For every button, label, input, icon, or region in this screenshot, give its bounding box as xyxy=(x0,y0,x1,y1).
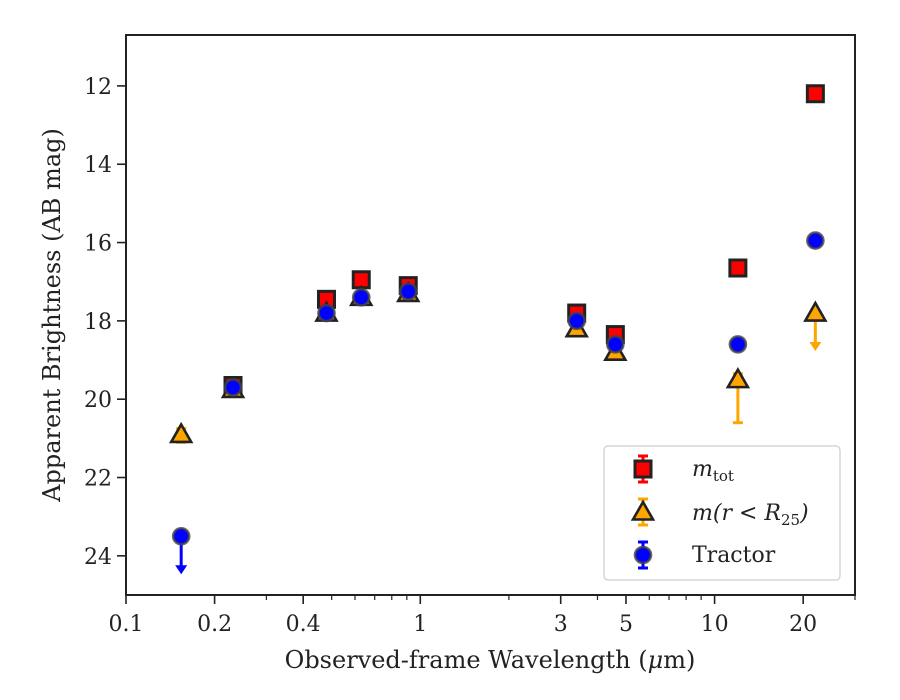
legend-entry-mr25: m(r < R25) xyxy=(692,501,809,529)
y-tick-label: 18 xyxy=(84,310,112,335)
x-axis: 0.1 0.2 0.4 1 3 5 10 20 xyxy=(109,595,856,637)
legend-box xyxy=(603,445,841,581)
x-tick-label: 1 xyxy=(413,612,427,637)
data-marks xyxy=(168,84,828,575)
series-tractor xyxy=(171,231,825,575)
legend-marker-mtot xyxy=(633,459,653,479)
x-tick-label: 0.4 xyxy=(286,612,321,637)
legend-symbol-mr25 xyxy=(630,497,656,527)
y-tick-label: 12 xyxy=(84,75,112,100)
legend-marker-mr25 xyxy=(630,499,656,521)
x-axis-label: Observed-frame Wavelength (μm) xyxy=(285,646,696,674)
y-tick-label: 24 xyxy=(84,545,112,570)
y-tick-label: 14 xyxy=(84,153,112,178)
legend-entry-mtot: mtot xyxy=(692,457,734,485)
series-mr25 xyxy=(168,280,828,444)
plot-frame xyxy=(125,34,856,596)
legend-marker-tractor xyxy=(633,545,653,565)
y-axis: 12 14 16 18 20 22 24 xyxy=(84,75,126,570)
tractor-upper-limit-arrow-head xyxy=(175,565,188,575)
y-tick-label: 20 xyxy=(84,388,112,413)
legend: mtot m(r < R25) Tractor xyxy=(603,445,841,581)
x-tick-label: 5 xyxy=(619,612,633,637)
legend-symbol-mtot xyxy=(633,454,653,484)
legend-entry-tractor: Tractor xyxy=(692,543,776,568)
y-tick-label: 22 xyxy=(84,467,112,492)
legend-symbol-tractor xyxy=(633,540,653,570)
x-tick-label: 0.1 xyxy=(109,612,144,637)
x-tick-label: 10 xyxy=(701,612,729,637)
mr25-upper-limit-arrow-head xyxy=(809,342,822,352)
x-tick-label: 20 xyxy=(789,612,817,637)
y-tick-label: 16 xyxy=(84,232,112,257)
x-tick-label: 3 xyxy=(554,612,568,637)
x-tick-label: 0.2 xyxy=(197,612,232,637)
y-axis-label: Apparent Brightness (AB mag) xyxy=(38,128,66,503)
